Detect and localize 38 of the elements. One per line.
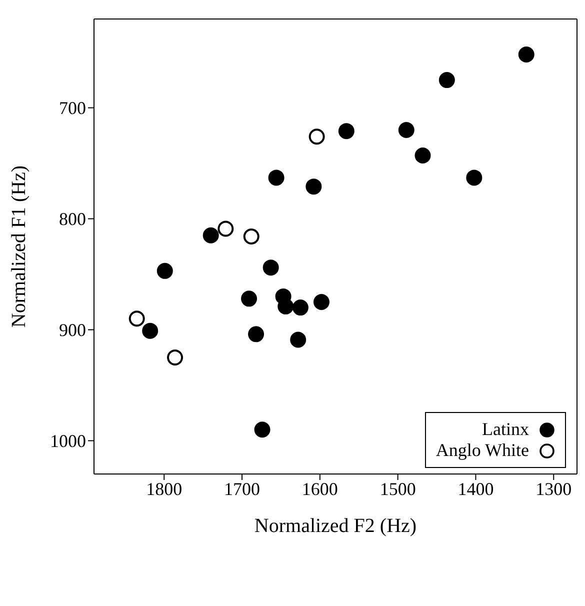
y-tick-label: 700 <box>59 98 86 118</box>
point <box>248 326 264 342</box>
point <box>243 228 260 245</box>
point <box>308 128 325 145</box>
point <box>268 170 284 186</box>
point <box>438 72 455 88</box>
point <box>262 260 279 276</box>
point <box>466 170 482 186</box>
x-tick-label: 1600 <box>302 478 338 499</box>
point <box>292 300 308 316</box>
point <box>254 422 270 438</box>
point <box>202 227 219 244</box>
x-tick-label: 1500 <box>380 478 416 499</box>
point <box>241 290 258 307</box>
x-tick-label: 1700 <box>224 478 260 499</box>
y-tick-label: 800 <box>59 209 86 230</box>
x-tick-label: 1400 <box>458 478 494 499</box>
point <box>218 220 234 237</box>
point <box>518 46 534 63</box>
x-tick-label: 1800 <box>146 478 182 499</box>
point <box>156 262 173 279</box>
point <box>128 310 145 327</box>
point <box>278 298 294 314</box>
point <box>142 322 158 339</box>
point <box>398 122 414 138</box>
y-tick-label: 1000 <box>50 431 86 452</box>
point <box>290 332 306 348</box>
x-tick-label: 1300 <box>536 478 572 499</box>
point <box>313 294 330 310</box>
y-axis-title: Normalized F1 (Hz) <box>8 165 30 328</box>
point <box>414 148 431 164</box>
point <box>338 123 354 140</box>
legend-label: Latinx <box>482 419 529 440</box>
point <box>306 178 322 195</box>
point <box>167 349 184 366</box>
legend-label: Anglo White <box>436 440 529 461</box>
x-axis-title: Normalized F2 (Hz) <box>254 515 417 537</box>
y-tick-label: 900 <box>59 320 86 340</box>
